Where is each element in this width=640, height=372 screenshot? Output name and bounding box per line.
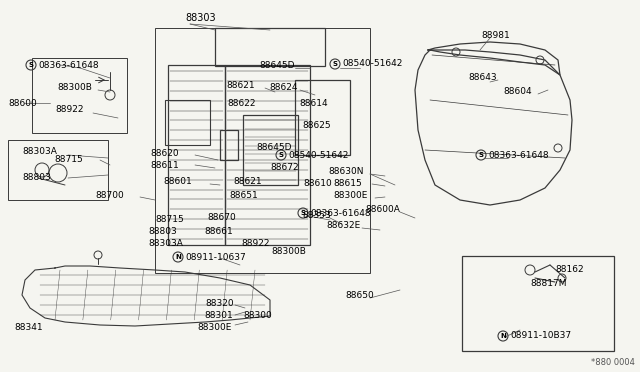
Text: 88611: 88611: [150, 160, 179, 170]
Text: 88803: 88803: [22, 173, 51, 183]
Text: 88670: 88670: [207, 214, 236, 222]
Text: 88715: 88715: [54, 155, 83, 164]
Text: 88300B: 88300B: [271, 247, 306, 256]
Text: 88614: 88614: [299, 99, 328, 108]
Bar: [165, 100, 210, 145]
Text: 88922: 88922: [241, 238, 269, 247]
Text: 88600: 88600: [8, 99, 36, 108]
Text: 88341: 88341: [14, 323, 43, 331]
Text: 88621: 88621: [233, 177, 262, 186]
Text: 88300E: 88300E: [333, 192, 367, 201]
Text: N: N: [175, 254, 181, 260]
Text: 88615: 88615: [333, 179, 362, 187]
Text: 88672: 88672: [270, 164, 299, 173]
Text: 88650: 88650: [345, 292, 374, 301]
Text: 88981: 88981: [481, 31, 509, 39]
Text: 88300: 88300: [243, 311, 272, 320]
Text: 08363-61648: 08363-61648: [310, 208, 371, 218]
Text: S: S: [333, 61, 337, 67]
Text: 88630N: 88630N: [328, 167, 364, 176]
Text: 88303A: 88303A: [22, 148, 57, 157]
Text: *880 0004: *880 0004: [591, 358, 635, 367]
Text: N: N: [500, 333, 506, 339]
Bar: [215, 28, 325, 66]
Text: 88645D: 88645D: [256, 144, 291, 153]
Text: 88601: 88601: [163, 177, 192, 186]
Text: S: S: [278, 152, 284, 158]
Text: 88661: 88661: [204, 227, 233, 235]
Text: 88621: 88621: [226, 81, 255, 90]
Bar: [295, 80, 350, 155]
Text: 88610: 88610: [303, 180, 332, 189]
Bar: [168, 65, 225, 245]
Text: 88700: 88700: [95, 190, 124, 199]
Bar: [155, 28, 370, 273]
Text: 88600A: 88600A: [365, 205, 400, 215]
Text: 08911-10B37: 08911-10B37: [510, 331, 571, 340]
Text: 88301: 88301: [204, 311, 233, 320]
Bar: [462, 256, 614, 351]
Bar: [8, 140, 108, 200]
Bar: [220, 130, 238, 160]
Text: 08363-61648: 08363-61648: [488, 151, 548, 160]
Text: 88320: 88320: [205, 298, 234, 308]
Text: 88622: 88622: [227, 99, 255, 108]
Text: 88353: 88353: [302, 211, 331, 219]
Text: 88651: 88651: [229, 192, 258, 201]
Bar: [225, 65, 310, 245]
Text: 88624: 88624: [269, 83, 298, 92]
Text: 88620: 88620: [150, 148, 179, 157]
Text: 88632E: 88632E: [326, 221, 360, 231]
Text: 88817M: 88817M: [530, 279, 566, 289]
Text: 88162: 88162: [555, 266, 584, 275]
Text: 88645D: 88645D: [259, 61, 294, 70]
Text: 08911-10637: 08911-10637: [185, 253, 246, 262]
Text: S: S: [301, 210, 305, 216]
Text: 88803: 88803: [148, 227, 177, 235]
Text: 08363-61648: 08363-61648: [38, 61, 99, 70]
Text: 08540-51642: 08540-51642: [342, 60, 403, 68]
Text: 88604: 88604: [503, 87, 532, 96]
Text: 08540-51642: 08540-51642: [288, 151, 348, 160]
Bar: [243, 115, 298, 185]
Text: S: S: [29, 62, 33, 68]
Text: 88625: 88625: [302, 122, 331, 131]
Text: 88715: 88715: [155, 215, 184, 224]
Text: 88300B: 88300B: [57, 83, 92, 93]
Text: 88922: 88922: [55, 106, 83, 115]
Text: S: S: [479, 152, 483, 158]
Text: 88303: 88303: [185, 13, 216, 23]
Text: 88300E: 88300E: [197, 323, 232, 331]
Text: 88643: 88643: [468, 74, 497, 83]
Bar: [32, 58, 127, 133]
Text: 88303A: 88303A: [148, 240, 183, 248]
